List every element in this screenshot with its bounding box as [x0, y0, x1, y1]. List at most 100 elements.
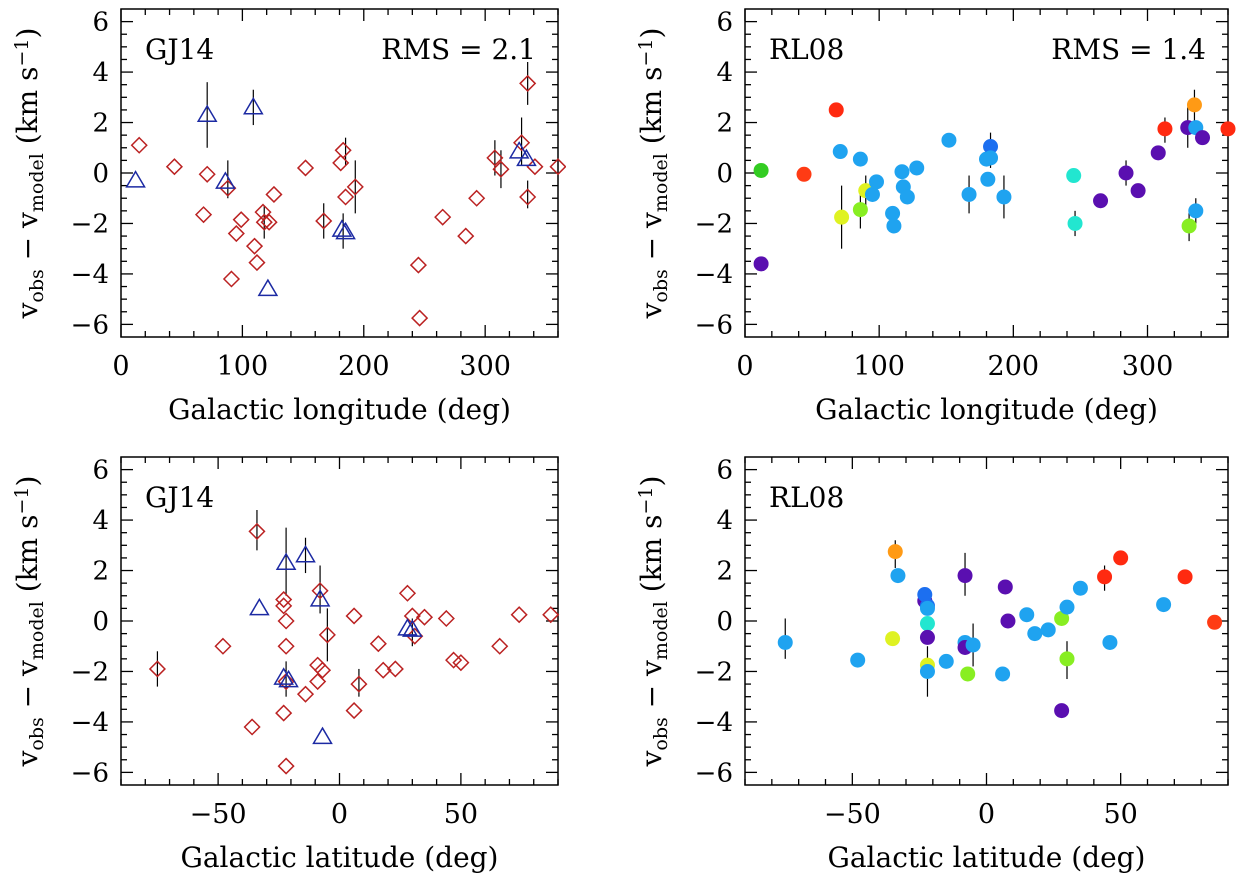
- triangle-point: [215, 171, 236, 189]
- y-tick-label: 0: [92, 607, 109, 637]
- data-point: [834, 209, 850, 225]
- diamond-point: [519, 74, 537, 92]
- data-point: [1130, 183, 1146, 199]
- data-point: [899, 189, 915, 205]
- y-tick-label: −2: [71, 657, 109, 687]
- x-tick-label: −50: [190, 799, 247, 830]
- data-point: [885, 205, 901, 221]
- data-point: [828, 102, 844, 118]
- data-point: [1186, 97, 1202, 113]
- data-point: [753, 162, 769, 178]
- diamond-point: [542, 606, 560, 624]
- diamond-point: [346, 178, 364, 196]
- y-axis-label: vobs − vmodel (km s−1): [635, 476, 672, 768]
- x-tick-label: 100: [217, 351, 269, 382]
- data-point: [938, 653, 954, 669]
- diamond-point: [248, 522, 266, 540]
- y-tick-label: 0: [716, 607, 733, 637]
- diamond-point: [318, 626, 336, 644]
- diamond-point: [275, 590, 293, 609]
- data-point: [894, 164, 910, 180]
- panel-p4: −50 0 50 −6 −4 −2 0 2 4 6 RL08 Galactic latitude (d…: [635, 456, 1229, 874]
- data-point: [852, 151, 868, 167]
- data-point: [980, 171, 996, 187]
- x-tick-label: 0: [112, 351, 129, 382]
- diamond-point: [386, 660, 404, 678]
- x-tick-label: 300: [459, 351, 511, 382]
- y-axis-label: vobs − vmodel (km s−1): [11, 476, 48, 768]
- diamond-point: [513, 134, 531, 152]
- diamond-point: [296, 685, 315, 703]
- y-tick-label: −4: [695, 260, 733, 290]
- data-point: [868, 174, 884, 190]
- y-tick-label: 2: [92, 109, 109, 139]
- diamond-point: [492, 160, 510, 178]
- data-point: [832, 144, 848, 160]
- y-tick-label: 0: [716, 159, 733, 189]
- y-tick-label: −6: [71, 758, 109, 788]
- data-point: [983, 150, 999, 166]
- diamond-point: [214, 637, 232, 655]
- diamond-point: [486, 149, 504, 167]
- diamond-point: [510, 606, 528, 624]
- diamond-point: [309, 672, 327, 691]
- y-tick-label: −4: [695, 708, 733, 738]
- data-point: [919, 600, 935, 616]
- diamond-point: [369, 635, 387, 653]
- data-point: [1054, 610, 1070, 626]
- diamond-point: [194, 206, 213, 224]
- x-axis-label: Galactic longitude (deg): [815, 393, 1158, 426]
- panel-label: GJ14: [145, 481, 214, 514]
- diamond-point: [311, 582, 329, 600]
- y-tick-label: 4: [92, 58, 109, 88]
- data-point: [1188, 203, 1204, 219]
- y-tick-label: 4: [92, 506, 109, 536]
- data-point: [1059, 599, 1075, 615]
- x-tick-label: 50: [444, 799, 478, 830]
- diamond-point: [232, 211, 250, 229]
- x-tick-label: 50: [1103, 799, 1137, 830]
- diamond-point: [245, 237, 264, 255]
- diamond-point: [198, 165, 216, 183]
- triangle-point: [273, 667, 294, 685]
- data-point: [864, 186, 880, 202]
- triangle-point: [243, 96, 264, 115]
- diamond-point: [452, 654, 470, 672]
- diamond-point: [277, 612, 295, 630]
- panel-label: GJ14: [145, 33, 214, 66]
- diamond-point: [296, 159, 315, 177]
- diamond-point: [130, 136, 148, 154]
- diamond-point: [148, 660, 166, 678]
- x-tick-label: 200: [338, 351, 390, 382]
- x-tick-label: 0: [978, 799, 995, 830]
- data-point: [1118, 165, 1134, 181]
- data-point: [1059, 651, 1075, 667]
- data-point: [1093, 193, 1109, 209]
- diamond-point: [526, 158, 544, 176]
- y-axis-label: vobs − vmodel (km s−1): [635, 28, 672, 320]
- x-axis-label: Galactic longitude (deg): [168, 393, 511, 426]
- data-point: [1177, 569, 1193, 585]
- diamond-point: [165, 158, 183, 176]
- data-point: [1072, 580, 1088, 596]
- data-point: [1150, 145, 1166, 161]
- y-tick-label: 6: [92, 456, 109, 486]
- diamond-point: [403, 607, 421, 625]
- panel-label: RL08: [769, 33, 844, 66]
- diamond-point: [457, 227, 475, 245]
- y-tick-label: −4: [71, 260, 109, 290]
- data-point: [753, 256, 769, 272]
- diamond-point: [437, 609, 455, 628]
- y-tick-label: −6: [695, 758, 733, 788]
- data-point: [1000, 613, 1016, 629]
- data-point: [961, 186, 977, 202]
- diamond-point: [315, 212, 333, 230]
- diamond-point: [265, 185, 283, 204]
- x-axis-label: Galactic latitude (deg): [181, 841, 499, 874]
- diamond-point: [277, 672, 295, 691]
- y-axis-label: vobs − vmodel (km s−1): [11, 28, 48, 320]
- diamond-point: [409, 256, 427, 274]
- y-tick-label: 2: [92, 557, 109, 587]
- diamond-point: [411, 309, 429, 327]
- data-point: [997, 579, 1013, 595]
